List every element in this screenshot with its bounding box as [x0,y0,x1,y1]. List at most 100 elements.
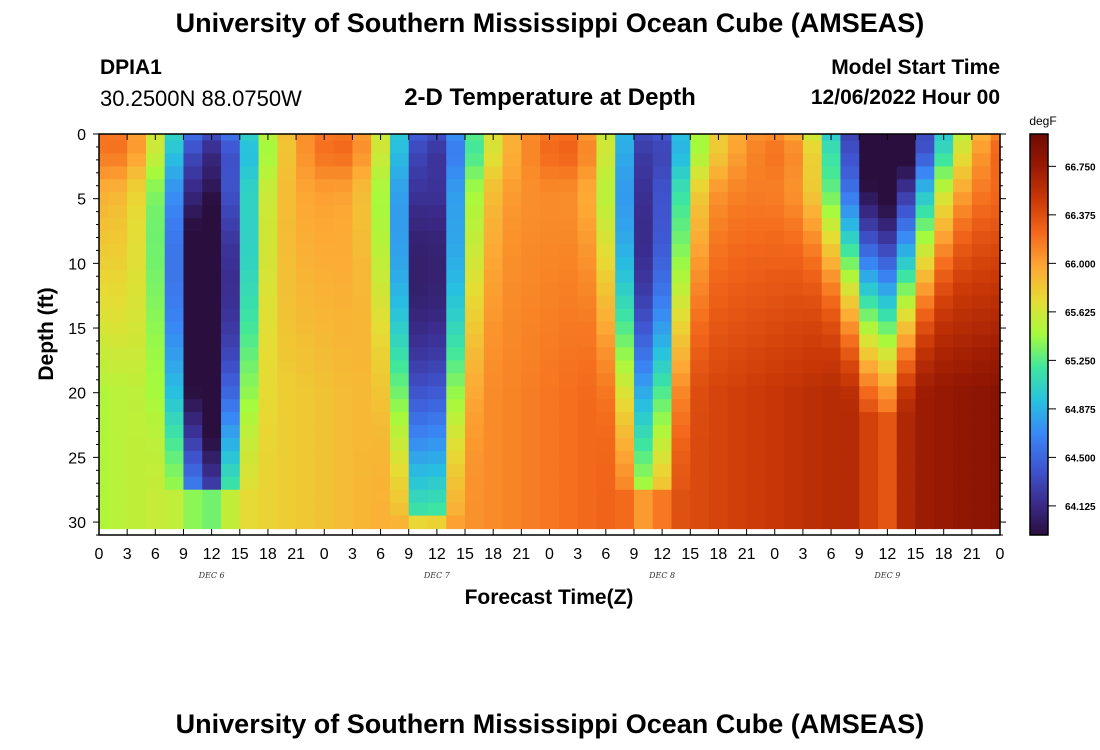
heatmap-cell [558,476,579,491]
heatmap-cell [671,205,691,219]
heatmap-cell [971,476,992,491]
heatmap-cell [615,437,635,452]
heatmap-cell [577,282,598,297]
heatmap-cell [915,476,935,491]
heatmap-cell [202,515,222,530]
heatmap-cell [296,140,316,155]
heatmap-cell [971,373,992,387]
heatmap-cell [483,205,504,219]
heatmap-cell [333,256,354,271]
heatmap-cell [296,489,316,504]
heatmap-cell [221,399,241,413]
heatmap-cell [896,295,917,310]
heatmap-cell [840,347,860,361]
heatmap-cell [333,282,354,297]
heatmap-cell [971,256,992,271]
heatmap-cell [990,134,1001,142]
heatmap-cell [859,295,879,310]
heatmap-cell [633,437,654,452]
heatmap-cell [615,425,635,439]
heatmap-cell [859,515,879,530]
heatmap-cell [296,412,316,426]
heatmap-cell [896,256,917,271]
heatmap-cell [446,386,466,400]
heatmap-cell [465,515,485,530]
heatmap-cell [333,489,354,504]
heatmap-cell [558,205,579,219]
heatmap-cell [352,166,372,180]
heatmap-cell [333,399,354,413]
heatmap-cell [671,134,691,142]
x-tick-label: 0 [95,546,104,563]
heatmap-cell [127,334,147,349]
heatmap-cell [877,489,898,504]
heatmap-cell [127,399,147,413]
heatmap-cell [765,192,785,206]
heatmap-cell [934,373,954,387]
heatmap-cell [427,321,447,336]
heatmap-cell [483,502,504,517]
heatmap-cell [521,502,541,517]
heatmap-cell [221,437,241,452]
heatmap-cell [690,515,710,530]
heatmap-cell [314,308,335,323]
heatmap-cell [934,463,954,478]
heatmap-cell [127,321,147,336]
heatmap-cell [465,179,485,193]
y-tick-label: 30 [68,515,86,532]
heatmap-cell [202,282,222,297]
heatmap-cell [896,282,917,297]
heatmap-cell [446,373,466,387]
heatmap-cell [145,140,166,155]
heatmap-cell [709,166,729,180]
heatmap-cell [671,347,691,361]
heatmap-cell [596,218,616,232]
heatmap-cell [690,489,710,504]
day-label: DEC 8 [648,571,675,580]
heatmap-cell [953,308,973,323]
heatmap-cell [502,450,522,465]
x-tick-label: 15 [456,546,474,563]
heatmap-cell [389,412,410,426]
heatmap-cell [840,256,860,271]
heatmap-cell [971,347,992,361]
heatmap-cell [877,450,898,465]
heatmap-cell [427,243,447,258]
heatmap-cell [277,282,297,297]
x-tick-label: 9 [404,546,413,563]
heatmap-cell [746,192,766,206]
heatmap-cell [164,412,185,426]
heatmap-cell [164,360,185,374]
heatmap-cell [502,153,522,167]
heatmap-cell [577,256,598,271]
heatmap-cell [652,425,673,439]
heatmap-cell [371,205,391,219]
heatmap-cell [202,256,222,271]
heatmap-cell [389,463,410,478]
heatmap-cell [427,489,447,504]
heatmap-cell [746,412,766,426]
heatmap-cell [727,450,748,465]
heatmap-cell [615,218,635,232]
heatmap-cell [127,179,147,193]
heatmap-cell [183,192,203,206]
heatmap-cell [221,243,241,258]
heatmap-cell [934,412,954,426]
heatmap-cell [990,153,1001,167]
heatmap-cell [202,373,222,387]
heatmap-cell [389,476,410,491]
heatmap-cell [164,334,185,349]
heatmap-cell [784,243,804,258]
heatmap-cell [502,192,522,206]
heatmap-cell [896,153,917,167]
heatmap-cell [239,153,260,167]
heatmap-cell [164,386,185,400]
colorbar-tick: 64.875 [1048,405,1096,416]
heatmap-cell [183,179,203,193]
heatmap-cell [671,437,691,452]
heatmap-cell [127,269,147,284]
heatmap-cell [258,192,278,206]
heatmap-cell [615,476,635,491]
heatmap-cell [352,179,372,193]
heatmap-cell [371,489,391,504]
